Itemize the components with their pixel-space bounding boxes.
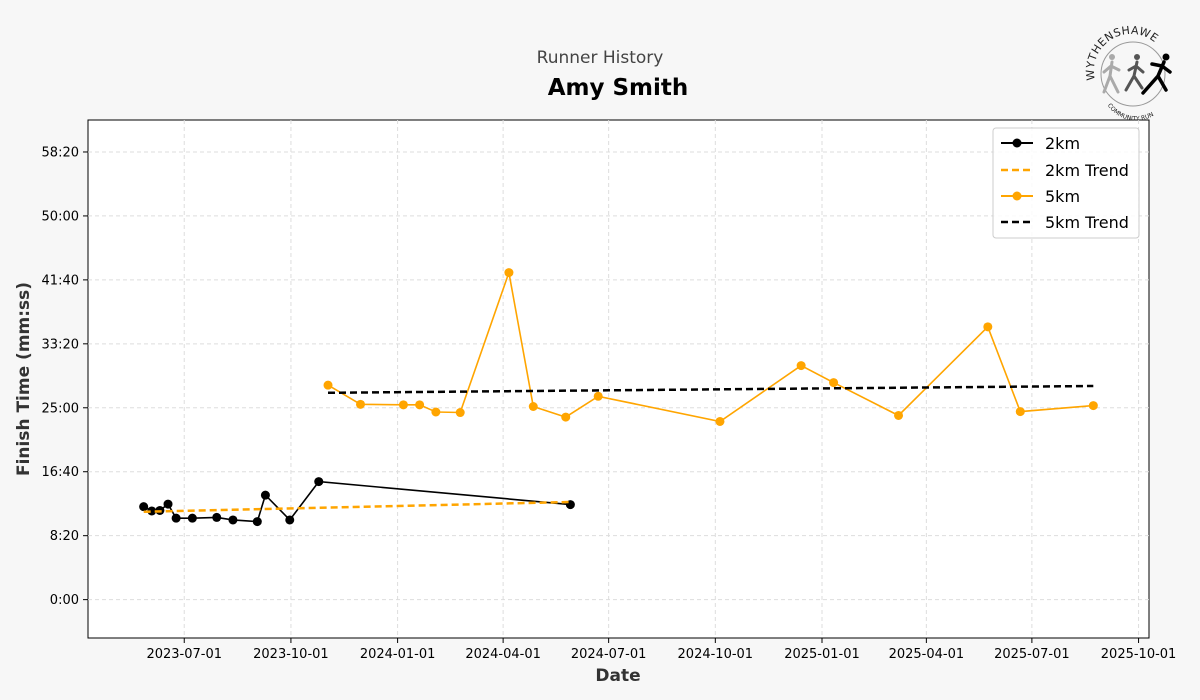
y-tick-label: 50:00 (42, 209, 79, 224)
data-point-2km (139, 502, 149, 512)
legend-label-2km: 2km (1045, 134, 1080, 153)
y-tick-label: 16:40 (42, 465, 79, 480)
y-tick-label: 0:00 (50, 593, 79, 608)
y-tick-label: 58:20 (42, 145, 79, 160)
runner-figure-dark (1124, 54, 1145, 92)
x-tick-label: 2025-04-01 (889, 647, 965, 662)
logo-name: WYTHENSHAWE (1084, 24, 1161, 81)
data-point-5km (528, 401, 538, 411)
y-tick-label: 8:20 (50, 529, 79, 544)
data-point-5km (593, 391, 603, 401)
y-tick-label: 25:00 (42, 401, 79, 416)
data-point-5km (1015, 407, 1025, 417)
legend-box (992, 127, 1140, 239)
data-point-5km (829, 378, 839, 388)
data-point-5km (455, 408, 465, 418)
data-point-2km (147, 506, 157, 516)
data-point-2km (212, 512, 222, 522)
x-tick-label: 2025-07-01 (994, 647, 1070, 662)
data-point-5km (398, 400, 408, 410)
wythenshawe-logo: WYTHENSHAWE COMMUNITY RUN (1084, 24, 1172, 123)
runner-figure-black (1141, 53, 1172, 95)
runner-figure-grey (1102, 54, 1121, 94)
data-point-5km (894, 410, 904, 420)
series-line-5km-trend (327, 384, 1094, 395)
data-point-5km (504, 268, 514, 278)
data-point-2km (252, 517, 262, 527)
legend-marker-2km (1012, 138, 1022, 148)
legend-label-5km-trend: 5km Trend (1045, 213, 1129, 232)
legend-marker-5km (1012, 191, 1022, 201)
legend-label-2km-trend: 2km Trend (1045, 161, 1129, 180)
data-point-2km (163, 499, 173, 509)
x-tick-label: 2024-10-01 (678, 647, 754, 662)
data-point-2km (187, 513, 197, 523)
x-tick-label: 2025-10-01 (1101, 647, 1177, 662)
data-point-5km (323, 380, 333, 390)
y-tick-label: 33:20 (42, 337, 79, 352)
x-tick-label: 2024-01-01 (360, 647, 436, 662)
x-tick-label: 2025-01-01 (784, 647, 860, 662)
chart-title: Amy Smith (548, 75, 689, 101)
data-point-5km (431, 407, 441, 417)
data-point-2km (260, 490, 270, 500)
y-axis-label: Finish Time (mm:ss) (14, 282, 34, 476)
data-point-5km (1088, 401, 1098, 411)
y-tick-label: 41:40 (42, 273, 79, 288)
series-line-2km-trend (143, 500, 571, 514)
plot-area (87, 119, 1150, 639)
data-point-5km (796, 361, 806, 371)
x-tick-label: 2023-07-01 (146, 647, 222, 662)
axis-ticks: 2023-07-01 2023-10-01 2024-01-01 2024-04-01… (42, 145, 1177, 662)
legend: 2km 2km Trend 5km 5km Trend (992, 127, 1140, 239)
legend-label-5km: 5km (1045, 187, 1080, 206)
data-point-5km (983, 322, 993, 332)
x-tick-label: 2023-10-01 (253, 647, 329, 662)
x-axis-label: Date (595, 666, 640, 686)
data-point-5km (561, 412, 571, 422)
series-layer (139, 268, 1098, 527)
data-point-2km (228, 515, 238, 525)
chart-subtitle: Runner History (537, 48, 664, 68)
data-point-2km (171, 513, 181, 523)
data-point-5km (415, 400, 425, 410)
x-tick-label: 2024-07-01 (571, 647, 647, 662)
data-point-2km (285, 515, 295, 525)
logo-ring (1100, 41, 1166, 107)
x-tick-label: 2024-04-01 (465, 647, 541, 662)
data-point-5km (715, 416, 725, 426)
data-point-2km (314, 477, 324, 487)
data-point-5km (355, 399, 365, 409)
